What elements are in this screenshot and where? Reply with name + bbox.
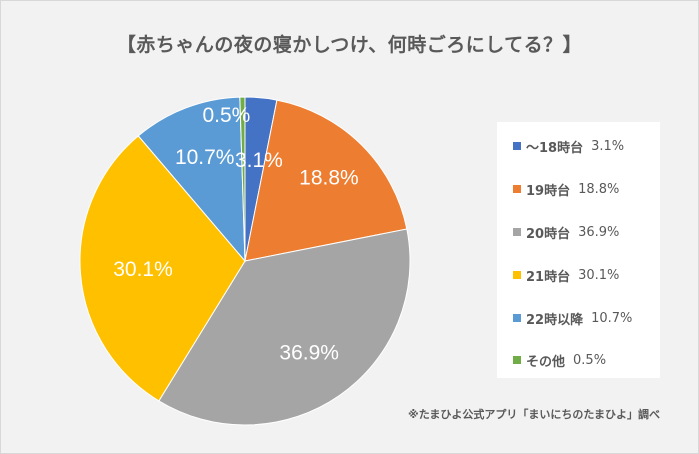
legend-swatch [513, 271, 521, 279]
legend-label: 19時台 [526, 183, 571, 199]
legend-value: 30.1% [578, 267, 620, 283]
legend-item: ～18時台 3.1% [513, 136, 624, 156]
data-label: 10.7% [175, 146, 235, 169]
legend-label: 21時台 [526, 269, 571, 285]
legend-swatch [513, 142, 521, 150]
pie-slice [158, 228, 411, 426]
legend-value: 18.8% [578, 181, 620, 197]
data-label: 36.9% [279, 341, 339, 364]
legend-label: 22時以降 [526, 312, 584, 328]
chart-title: 【赤ちゃんの夜の寝かしつけ、何時ごろにしてる？】 [116, 34, 583, 56]
data-label: 3.1% [235, 149, 283, 172]
legend-label: その他 [526, 354, 566, 370]
legend-item: 22時以降 10.7% [513, 308, 632, 328]
legend-item: 20時台 36.9% [513, 222, 619, 242]
pie-slice [137, 96, 246, 263]
data-label: 0.5% [202, 104, 250, 127]
pie-slice [79, 135, 246, 402]
legend-swatch [513, 228, 521, 236]
legend-value: 36.9% [578, 224, 620, 240]
legend-label: 20時台 [526, 226, 571, 242]
legend: ～18時台 3.1% 19時台 18.8% 20時台 36.9% 21時台 30… [497, 122, 660, 378]
legend-value: 3.1% [591, 138, 625, 154]
legend-swatch [513, 185, 521, 193]
data-label: 30.1% [113, 258, 173, 281]
pie-slice [239, 96, 246, 262]
data-label: 18.8% [299, 166, 359, 189]
legend-item: その他 0.5% [513, 350, 606, 370]
source-note: ※たまひよ公式アプリ「まいにちのたまひよ」調べ [408, 408, 661, 421]
legend-value: 10.7% [591, 310, 633, 326]
pie-slice [244, 99, 408, 262]
legend-swatch [513, 356, 521, 364]
legend-label: ～18時台 [526, 140, 584, 156]
legend-swatch [513, 314, 521, 322]
legend-item: 19時台 18.8% [513, 179, 619, 199]
legend-item: 21時台 30.1% [513, 265, 619, 285]
legend-value: 0.5% [573, 352, 607, 368]
